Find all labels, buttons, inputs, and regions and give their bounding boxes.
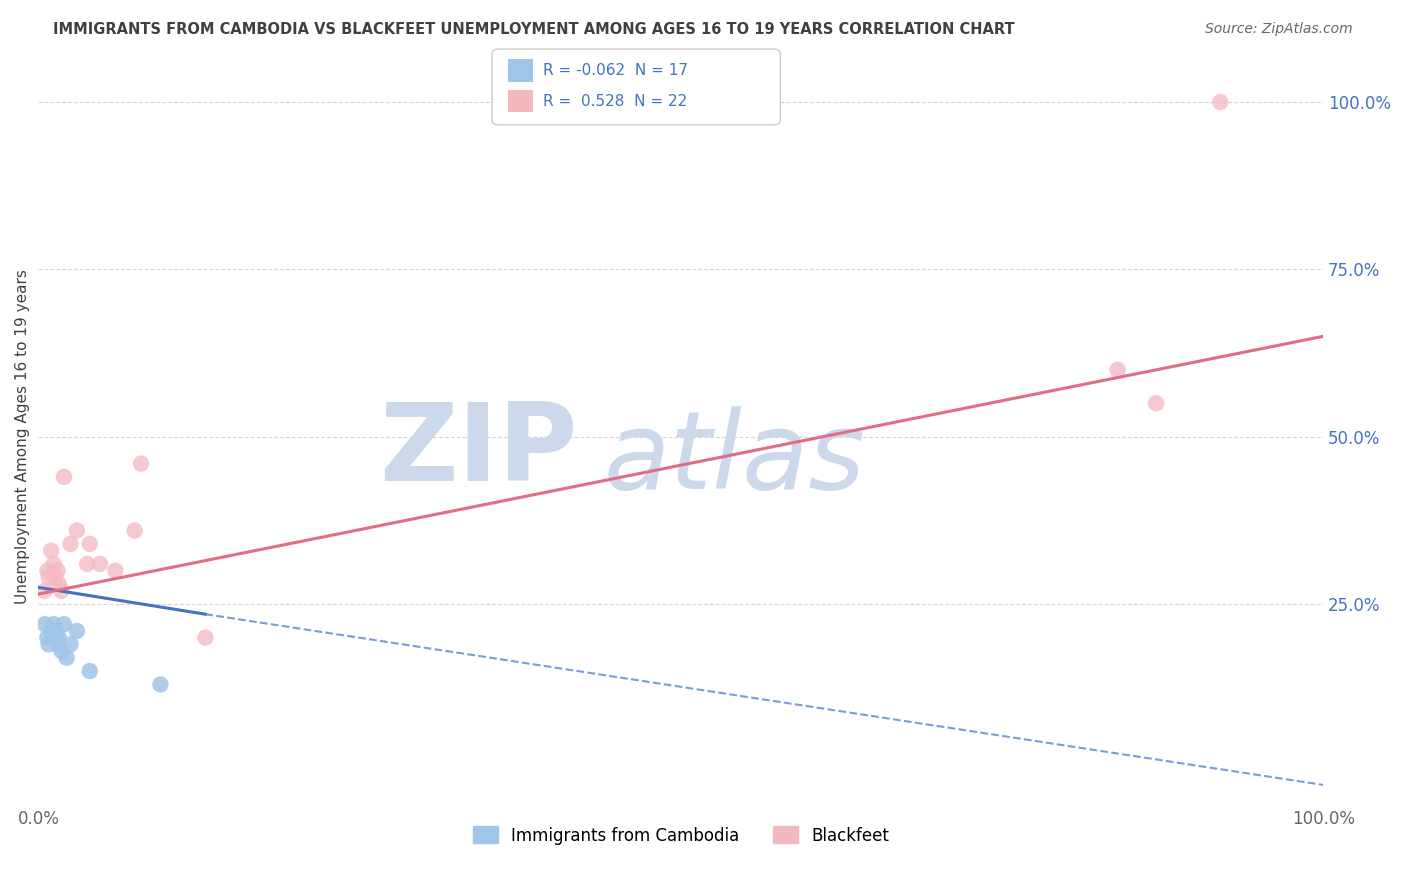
Point — [104, 564, 127, 578]
Point — [124, 524, 146, 538]
Point — [149, 677, 172, 691]
Text: Source: ZipAtlas.com: Source: ZipAtlas.com — [1205, 22, 1353, 37]
Point — [53, 470, 76, 484]
Legend: Immigrants from Cambodia, Blackfeet: Immigrants from Cambodia, Blackfeet — [472, 826, 889, 845]
Point — [39, 624, 62, 638]
Point — [79, 664, 101, 678]
Point — [66, 524, 89, 538]
Point — [38, 637, 60, 651]
Point — [42, 557, 65, 571]
Text: ZIP: ZIP — [380, 399, 578, 505]
Point — [1144, 396, 1167, 410]
Point — [37, 564, 59, 578]
Point — [53, 617, 76, 632]
Point — [194, 631, 217, 645]
Point — [41, 631, 63, 645]
Point — [79, 537, 101, 551]
Point — [46, 637, 69, 651]
Point — [46, 564, 69, 578]
Point — [129, 457, 152, 471]
Point — [42, 617, 65, 632]
Point — [51, 583, 73, 598]
Point — [48, 577, 70, 591]
Text: atlas: atlas — [603, 407, 866, 511]
Point — [1209, 95, 1232, 109]
Point — [44, 570, 66, 584]
Point — [34, 617, 56, 632]
Point — [45, 624, 67, 638]
Point — [44, 631, 66, 645]
Point — [76, 557, 98, 571]
Point — [55, 650, 77, 665]
Point — [59, 537, 82, 551]
Point — [34, 583, 56, 598]
Point — [51, 644, 73, 658]
Point — [48, 631, 70, 645]
Text: R =  0.528  N = 22: R = 0.528 N = 22 — [543, 94, 688, 109]
Text: R = -0.062  N = 17: R = -0.062 N = 17 — [543, 63, 688, 78]
Point — [59, 637, 82, 651]
Point — [37, 631, 59, 645]
Y-axis label: Unemployment Among Ages 16 to 19 years: Unemployment Among Ages 16 to 19 years — [15, 269, 30, 604]
Point — [1107, 363, 1129, 377]
Point — [38, 570, 60, 584]
Text: IMMIGRANTS FROM CAMBODIA VS BLACKFEET UNEMPLOYMENT AMONG AGES 16 TO 19 YEARS COR: IMMIGRANTS FROM CAMBODIA VS BLACKFEET UN… — [53, 22, 1015, 37]
Point — [39, 543, 62, 558]
Point — [66, 624, 89, 638]
Point — [89, 557, 111, 571]
